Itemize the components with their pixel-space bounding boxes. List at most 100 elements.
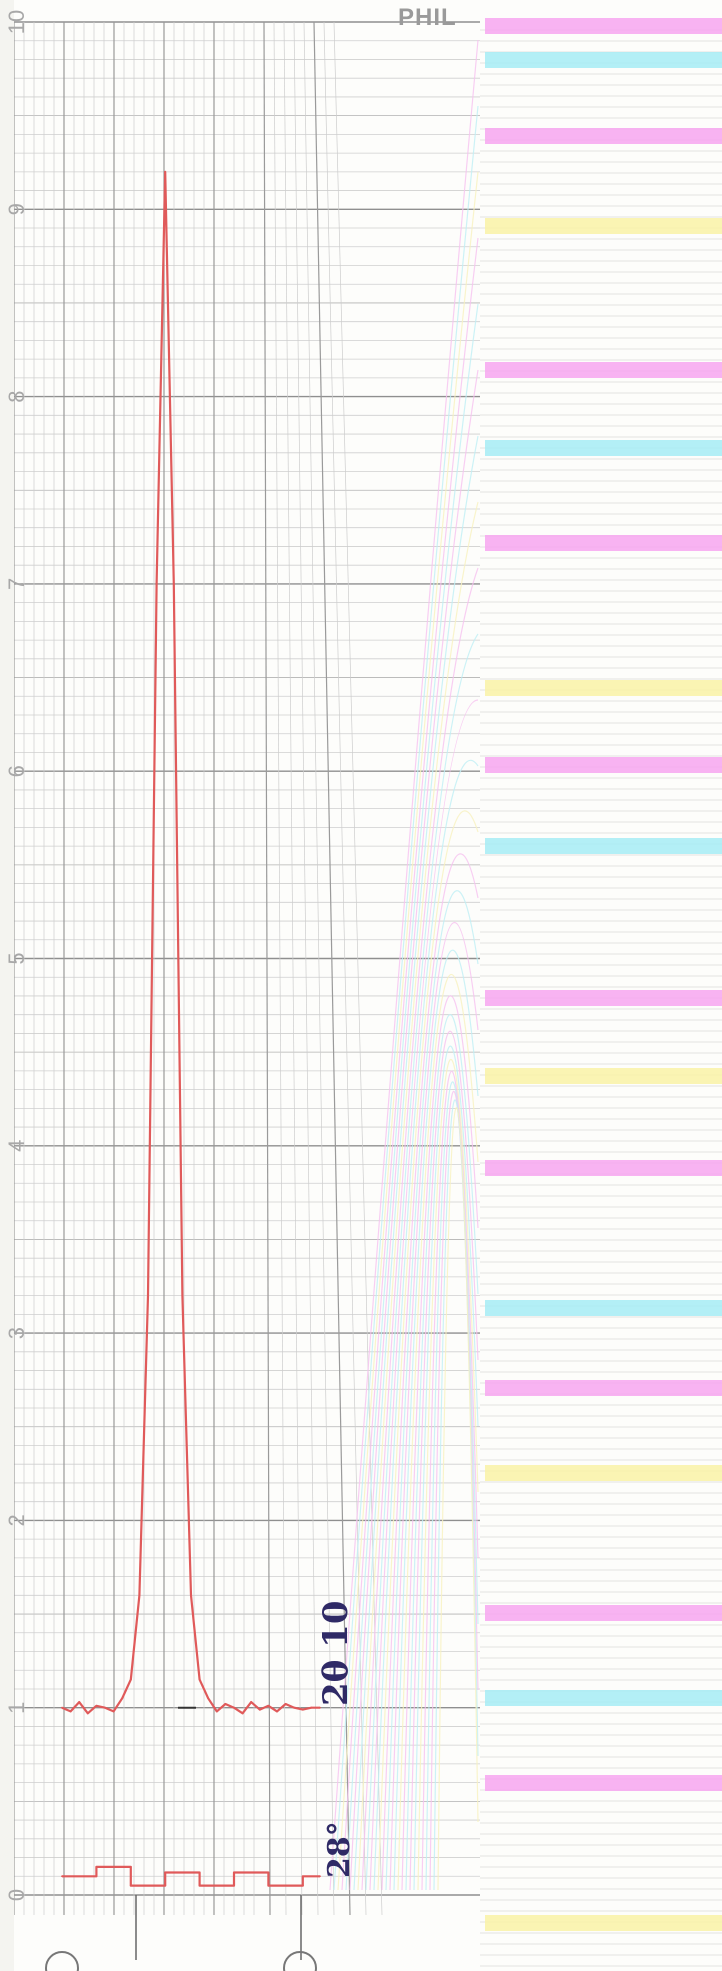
data-point xyxy=(190,1594,192,1597)
color-calibration-stripes xyxy=(329,18,722,1931)
fan-line xyxy=(349,369,479,1891)
grid-vline xyxy=(333,21,383,1916)
grid-vline xyxy=(283,21,303,1916)
y-tick-label: 1 xyxy=(4,1702,29,1714)
fan-line xyxy=(365,633,479,1891)
peak-trace xyxy=(61,170,320,1715)
data-point xyxy=(104,1706,106,1709)
fan-line xyxy=(353,435,479,1891)
grid-vline xyxy=(273,21,287,1916)
grid-vline xyxy=(313,21,351,1916)
color-stripe xyxy=(485,680,722,696)
color-stripe xyxy=(485,1915,722,1931)
color-stripe xyxy=(485,362,722,378)
y-tick-labels: 0 1 2 3 4 5 6 7 8 9 10 xyxy=(4,10,29,1901)
fan-line xyxy=(357,501,479,1891)
color-stripe xyxy=(485,1380,722,1396)
data-point xyxy=(241,1712,244,1715)
color-stripe xyxy=(485,218,722,234)
data-point xyxy=(138,1594,141,1597)
data-point xyxy=(198,1871,201,1874)
color-stripe xyxy=(485,440,722,456)
fan-line xyxy=(389,922,479,1891)
fan-line xyxy=(377,810,479,1891)
fan-line xyxy=(413,1045,479,1891)
color-stripe xyxy=(485,1690,722,1706)
sprocket-hole xyxy=(45,1951,79,1971)
color-stripe xyxy=(485,18,722,34)
data-point xyxy=(129,1678,132,1681)
data-point xyxy=(61,1875,63,1878)
data-point xyxy=(267,1871,270,1874)
data-point xyxy=(86,1712,89,1715)
data-point xyxy=(147,1294,149,1297)
data-point xyxy=(172,583,175,585)
data-point xyxy=(164,1871,167,1874)
grid-vline xyxy=(303,21,335,1916)
color-stripe xyxy=(485,838,722,854)
fan-line xyxy=(369,699,479,1891)
data-point xyxy=(95,1704,98,1707)
data-point xyxy=(301,1884,304,1887)
data-point xyxy=(284,1703,287,1705)
y-tick-label: 9 xyxy=(4,203,29,215)
color-stripe xyxy=(485,1160,722,1176)
data-point xyxy=(319,1706,321,1709)
y-tick-label: 8 xyxy=(4,390,29,402)
color-stripe xyxy=(485,128,722,144)
fan-line xyxy=(417,1058,479,1891)
data-point xyxy=(112,1710,115,1713)
data-point xyxy=(224,1703,227,1705)
data-point xyxy=(129,1866,132,1868)
fan-line xyxy=(405,1014,479,1891)
data-point xyxy=(95,1866,98,1868)
color-stripe xyxy=(485,1775,722,1791)
y-tick-label: 6 xyxy=(4,765,29,777)
data-point xyxy=(233,1871,235,1874)
fan-line xyxy=(437,1107,479,1891)
grid-vline xyxy=(293,21,319,1916)
color-stripe xyxy=(485,1605,722,1621)
data-point xyxy=(267,1704,270,1707)
fan-line xyxy=(345,303,479,1891)
fan-line xyxy=(373,759,479,1891)
y-tick-label: 7 xyxy=(4,578,29,590)
data-point xyxy=(129,1884,132,1887)
fan-line xyxy=(421,1070,479,1891)
color-stripe xyxy=(485,990,722,1006)
fan-line xyxy=(385,890,479,1891)
annotation-2theta: 2θ 10 xyxy=(316,1600,356,1707)
trace-layer xyxy=(61,170,321,1887)
color-stripe xyxy=(485,535,722,551)
fan-line xyxy=(393,949,479,1891)
y-tick-label: 2 xyxy=(4,1514,29,1526)
fan-line xyxy=(329,39,479,1891)
fan-line xyxy=(397,974,479,1891)
y-tick-label: 5 xyxy=(4,952,29,964)
fan-line xyxy=(425,1081,479,1891)
data-point xyxy=(78,1701,81,1703)
chart-markers xyxy=(45,1706,317,1971)
data-point xyxy=(95,1875,98,1878)
y-tick-label: 4 xyxy=(4,1140,29,1152)
data-point xyxy=(69,1710,72,1713)
color-stripe xyxy=(485,1465,722,1481)
data-point xyxy=(233,1706,235,1709)
fan-line xyxy=(337,171,479,1891)
color-stripe xyxy=(485,52,722,68)
grid-vline xyxy=(263,21,271,1916)
data-point xyxy=(181,1294,184,1297)
y-tick-label: 0 xyxy=(4,1889,29,1901)
baseline-step-trace xyxy=(62,1865,320,1887)
data-point xyxy=(233,1884,235,1887)
data-point xyxy=(215,1710,218,1713)
fan-line xyxy=(333,105,479,1891)
data-point xyxy=(198,1678,201,1681)
fan-line xyxy=(381,853,479,1891)
data-point xyxy=(250,1701,253,1703)
fan-line xyxy=(341,237,479,1891)
left-margin xyxy=(0,0,14,1971)
color-stripe xyxy=(485,1300,722,1316)
fan-line xyxy=(361,567,479,1891)
